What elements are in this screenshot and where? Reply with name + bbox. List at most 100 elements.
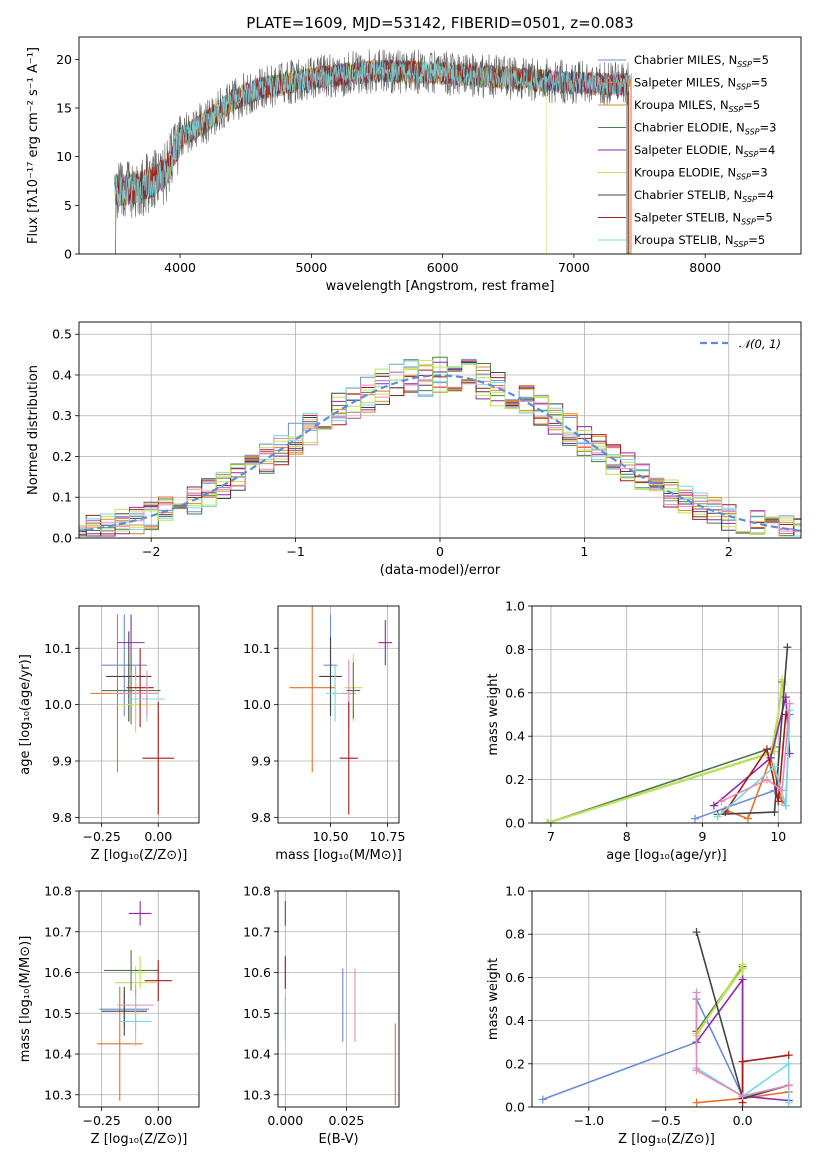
- plot-area: [538, 928, 793, 1107]
- weight-series-line: [695, 977, 789, 1102]
- errorbar-point: [101, 614, 147, 716]
- weight-series-line: [695, 964, 744, 1097]
- weight-point-marker: [785, 699, 794, 708]
- y-tick-label: 0.3: [52, 408, 72, 423]
- chart-spectrum: 4000 5000 6000 7000 8000 0 5 10 15 20 wavelength […: [26, 14, 802, 294]
- x-tick-label: 8000: [689, 260, 721, 275]
- weight-point-marker: [783, 643, 792, 652]
- errorbar-point: [117, 676, 154, 733]
- y-tick-label: 0.6: [505, 970, 525, 985]
- errorbar-point: [97, 986, 143, 1101]
- legend-subscript: SSP: [744, 150, 759, 159]
- x-tick-label: 0.025: [329, 1113, 365, 1128]
- legend-entry: Chabrier ELODIE, NSSP=3: [634, 121, 776, 137]
- x-axis-label: mass [log₁₀(M/M⊙)]: [275, 848, 402, 863]
- y-tick-label: 0.1: [52, 490, 72, 505]
- gridlines: [79, 606, 199, 823]
- axis-ticks: −0.25 0.00 10.3 10.4 10.5 10.6 10.7 10.8: [44, 884, 172, 1129]
- weight-point-marker: [692, 928, 701, 937]
- plot-area: [114, 49, 632, 254]
- legend: 𝒩(0, 1): [700, 337, 781, 351]
- y-tick-label: 0.5: [52, 327, 72, 342]
- x-tick-label: 1: [580, 544, 588, 559]
- legend-suffix: =5: [748, 233, 765, 247]
- residual-histogram: [79, 359, 801, 537]
- errorbar-point: [142, 701, 175, 815]
- errorbar-point: [289, 606, 336, 773]
- chart-mass-vs-ebv: 0.000 0.025 10.3 10.4 10.5 10.6 10.7 10.8 E(B-V): [243, 884, 400, 1147]
- legend-entry: Salpeter STELIB, NSSP=5: [634, 211, 773, 227]
- y-tick-label: 0.2: [505, 772, 525, 787]
- weight-point-marker: [692, 988, 701, 997]
- errorbar-point: [135, 670, 159, 716]
- legend-entry: Chabrier MILES, NSSP=5: [634, 53, 769, 69]
- y-tick-label: 10.6: [44, 965, 72, 980]
- weight-point-marker: [692, 1098, 701, 1107]
- errorbar-point: [101, 656, 161, 725]
- y-tick-label: 0.4: [52, 367, 72, 382]
- legend-entry: Salpeter ELODIE, NSSP=4: [634, 143, 775, 159]
- errorbar-point: [103, 950, 159, 991]
- x-tick-label: 2: [725, 544, 733, 559]
- y-tick-label: 10.0: [44, 697, 72, 712]
- errorbar-point: [339, 701, 358, 815]
- legend-subscript: SSP: [741, 218, 756, 227]
- y-tick-label: 20: [56, 52, 72, 67]
- legend-name: Chabrier STELIB, N: [634, 188, 742, 202]
- weight-point-marker: [543, 819, 552, 823]
- x-tick-label: 0.00: [144, 1113, 172, 1128]
- y-axis-label: mass weight: [486, 958, 501, 1040]
- x-axis-label: Z [log₁₀(Z/Z⊙)]: [91, 1132, 188, 1147]
- legend-subscript: SSP: [742, 195, 757, 204]
- chart-residuals: −2 −1 0 1 2 0.0 0.1 0.2 0.3 0.4 0.5 (data-model)/er…: [26, 321, 802, 578]
- y-tick-label: 0: [64, 247, 72, 262]
- weight-point-marker: [709, 801, 718, 810]
- legend-name: Kroupa ELODIE, N: [634, 166, 736, 180]
- y-tick-label: 10.3: [44, 1087, 72, 1102]
- legend-entry: Chabrier STELIB, NSSP=4: [634, 188, 774, 204]
- y-tick-label: 10.8: [243, 884, 271, 899]
- legend-entry: Kroupa STELIB, NSSP=5: [634, 233, 765, 249]
- weight-point-marker: [538, 1095, 547, 1104]
- y-tick-label: 10.5: [243, 1006, 271, 1021]
- legend-subscript: SSP: [736, 173, 751, 182]
- weight-series-line: [695, 992, 789, 1098]
- weight-point-marker: [692, 1066, 701, 1075]
- x-tick-label: −0.25: [82, 1113, 120, 1128]
- weight-series-line: [724, 714, 787, 813]
- x-tick-label: 0.0: [733, 1113, 753, 1128]
- weight-point-marker: [738, 975, 747, 984]
- plot-area: [79, 356, 801, 537]
- y-tick-label: 0.0: [505, 1100, 525, 1115]
- legend-name: Salpeter STELIB, N: [634, 211, 741, 225]
- weight-point-marker: [738, 1092, 747, 1101]
- errorbar-point: [346, 662, 361, 719]
- legend-suffix: =4: [758, 143, 775, 157]
- x-axis-label: Z [log₁₀(Z/Z⊙)]: [618, 1132, 715, 1147]
- x-axis-label: (data-model)/error: [380, 563, 501, 578]
- weight-series-line: [721, 703, 791, 803]
- plot-area: [543, 643, 794, 823]
- y-tick-label: 5: [64, 198, 72, 213]
- x-tick-label: 10.75: [370, 829, 406, 844]
- x-axis-label: Z [log₁₀(Z/Z⊙)]: [91, 848, 188, 863]
- axis-ticks: −2 −1 0 1 2 0.0 0.1 0.2 0.3 0.4 0.5: [52, 327, 733, 559]
- weight-point-marker: [778, 786, 787, 795]
- y-tick-label: 10.3: [243, 1087, 271, 1102]
- y-tick-label: 10.8: [44, 884, 72, 899]
- y-tick-label: 0.8: [505, 927, 525, 942]
- chart-age-vs-mass: 10.50 10.75 9.8 9.9 10.0 10.1 mass [log₁₀(M/M⊙…: [243, 605, 406, 863]
- y-tick-label: 10.6: [243, 965, 271, 980]
- errorbar-point: [128, 901, 152, 926]
- gridlines: [532, 890, 801, 1108]
- y-tick-label: 9.9: [251, 754, 271, 769]
- weight-point-marker: [762, 775, 771, 784]
- errorbar-point: [144, 960, 172, 1002]
- y-tick-label: 10.0: [243, 697, 271, 712]
- weight-point-marker: [784, 1059, 793, 1068]
- gridlines: [79, 890, 199, 1107]
- gridlines: [278, 890, 399, 1107]
- chart-mass-vs-z: −0.25 0.00 10.3 10.4 10.5 10.6 10.7 10.8 Z [log₁…: [18, 884, 200, 1147]
